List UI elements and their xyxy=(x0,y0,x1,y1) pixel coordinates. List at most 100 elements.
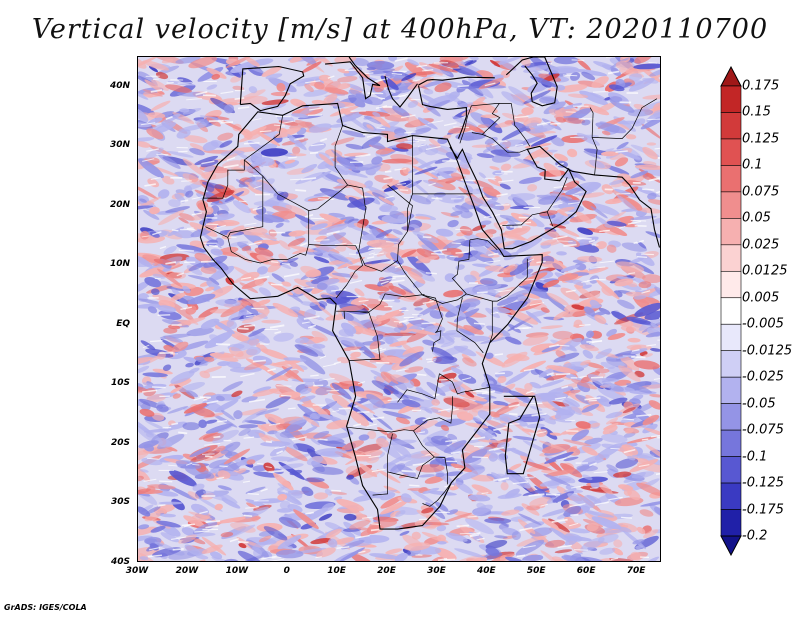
velocity-cell xyxy=(195,119,211,125)
border-line xyxy=(397,373,440,403)
velocity-map xyxy=(137,56,661,562)
velocity-cell xyxy=(306,455,324,466)
velocity-streak xyxy=(274,446,286,449)
velocity-cell xyxy=(626,383,652,394)
velocity-cell xyxy=(427,179,456,191)
velocity-cell xyxy=(419,80,445,89)
velocity-streak xyxy=(387,398,404,402)
velocity-cell xyxy=(632,539,645,545)
velocity-streak xyxy=(467,515,477,518)
velocity-cell xyxy=(508,463,522,471)
colorbar-segment xyxy=(720,165,742,193)
velocity-cell xyxy=(324,81,341,92)
velocity-cell xyxy=(289,153,307,157)
velocity-cell xyxy=(556,251,567,256)
velocity-cell xyxy=(151,79,169,91)
velocity-cell xyxy=(603,422,619,430)
velocity-streak xyxy=(336,546,350,549)
velocity-cell xyxy=(154,437,173,448)
velocity-cell xyxy=(302,426,318,435)
velocity-streak xyxy=(589,266,606,269)
velocity-cell xyxy=(468,494,491,502)
velocity-streak xyxy=(495,204,510,207)
velocity-cell xyxy=(191,537,206,545)
velocity-cell xyxy=(597,533,619,544)
velocity-cell xyxy=(382,265,398,273)
velocity-streak xyxy=(647,118,660,120)
velocity-cell xyxy=(606,358,628,369)
velocity-cell xyxy=(557,84,588,93)
velocity-streak xyxy=(527,258,535,263)
velocity-cell xyxy=(498,405,519,414)
velocity-cell xyxy=(398,473,409,479)
velocity-streak xyxy=(147,554,162,558)
velocity-cell xyxy=(649,66,660,77)
velocity-streak xyxy=(309,107,322,111)
velocity-cell xyxy=(556,406,572,416)
velocity-cell xyxy=(345,257,363,263)
velocity-cell xyxy=(154,541,176,551)
velocity-cell xyxy=(312,466,344,475)
velocity-cell xyxy=(545,469,574,477)
velocity-cell xyxy=(163,335,184,343)
lat-tick-label: 30N xyxy=(109,140,130,151)
velocity-cell xyxy=(217,470,231,479)
velocity-streak xyxy=(199,510,208,515)
velocity-cell xyxy=(414,166,438,175)
velocity-cell xyxy=(206,84,218,90)
velocity-cell xyxy=(160,513,176,518)
velocity-cell xyxy=(581,71,596,81)
velocity-streak xyxy=(143,478,157,482)
velocity-cell xyxy=(381,246,406,255)
velocity-cell xyxy=(407,59,420,66)
velocity-streak xyxy=(186,98,202,101)
velocity-cell xyxy=(279,463,304,470)
velocity-cell xyxy=(494,175,503,183)
border-line xyxy=(387,456,435,479)
velocity-cell xyxy=(606,220,627,227)
velocity-streak xyxy=(493,426,508,432)
velocity-cell xyxy=(635,545,644,550)
velocity-cell xyxy=(573,284,600,303)
velocity-streak xyxy=(584,397,601,401)
velocity-cell xyxy=(530,135,558,147)
velocity-cell xyxy=(506,288,534,300)
velocity-cell xyxy=(601,130,611,136)
velocity-cell xyxy=(562,180,580,191)
velocity-cell xyxy=(271,273,285,283)
border-line xyxy=(344,310,381,361)
velocity-cell xyxy=(218,246,239,255)
velocity-streak xyxy=(509,412,518,416)
velocity-cell xyxy=(391,105,410,118)
velocity-cell xyxy=(310,538,332,545)
velocity-cell xyxy=(459,225,473,236)
velocity-streak xyxy=(633,239,644,245)
velocity-cell xyxy=(161,113,181,124)
velocity-streak xyxy=(141,235,150,238)
velocity-streak xyxy=(377,127,386,130)
velocity-cell xyxy=(341,130,366,138)
velocity-streak xyxy=(572,195,580,197)
velocity-streak xyxy=(191,195,205,200)
velocity-cell xyxy=(256,498,285,504)
colorbar-segment xyxy=(720,376,742,404)
velocity-cell xyxy=(181,527,196,536)
velocity-cell xyxy=(509,309,539,325)
velocity-cell xyxy=(565,485,577,491)
velocity-streak xyxy=(267,368,276,372)
velocity-streak xyxy=(407,317,422,322)
velocity-cell xyxy=(405,147,423,156)
velocity-streak xyxy=(590,487,598,489)
velocity-cell xyxy=(408,178,431,197)
border-line xyxy=(407,193,413,232)
velocity-streak xyxy=(159,480,173,483)
velocity-streak xyxy=(319,377,335,381)
velocity-cell xyxy=(308,526,325,534)
velocity-streak xyxy=(636,413,652,417)
velocity-cell xyxy=(384,332,416,336)
levant-coastline xyxy=(417,85,467,139)
velocity-cell xyxy=(637,241,647,249)
velocity-cell xyxy=(523,159,537,165)
velocity-streak xyxy=(472,456,489,459)
velocity-cell xyxy=(594,314,607,324)
